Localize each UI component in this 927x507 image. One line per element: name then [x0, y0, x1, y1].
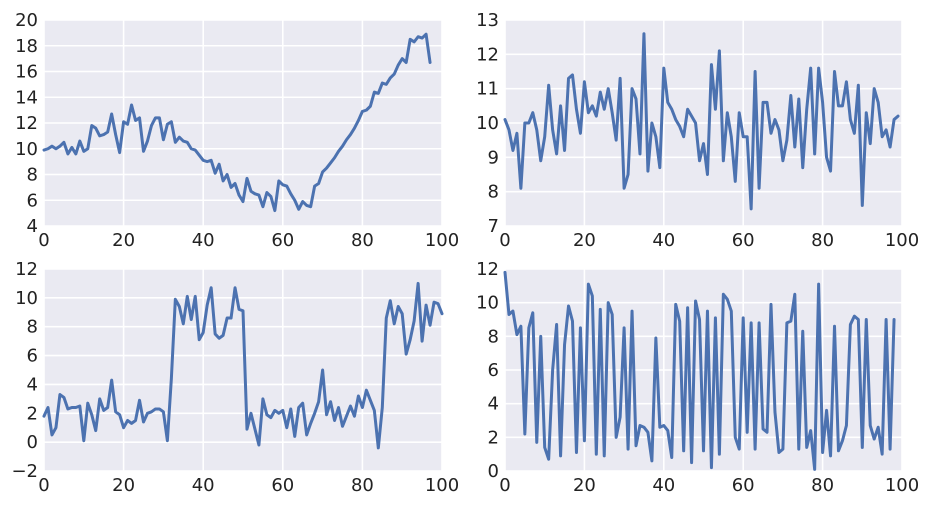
y-tick-label-bottom-left-5: 8 [27, 317, 38, 338]
x-tick-label-bottom-left-5: 100 [425, 475, 459, 496]
x-tick-label-bottom-left-1: 20 [112, 475, 135, 496]
subplot-top-right: 0 20 40 60 80 100 7 8 9 10 11 12 13 [476, 10, 919, 251]
x-tick-label-top-left-3: 60 [271, 230, 294, 251]
x-tick-label-top-left-4: 80 [351, 230, 374, 251]
y-tick-label-bottom-left-0: −2 [11, 461, 38, 482]
series-line-bottom-right-0 [503, 270, 896, 471]
y-tick-label-bottom-right-3: 6 [488, 360, 499, 381]
y-tick-label-top-right-3: 10 [476, 113, 499, 134]
y-tick-label-bottom-left-7: 12 [15, 259, 38, 280]
subplot-top-left: 0 20 40 60 80 100 4 6 8 10 12 14 16 18 20 [15, 10, 459, 251]
plot-area-bottom-left [44, 269, 442, 471]
y-tick-label-top-right-4: 11 [476, 79, 499, 100]
y-tick-label-top-left-0: 4 [27, 216, 38, 237]
y-tick-label-bottom-right-2: 4 [488, 394, 499, 415]
series-line-top-right-0 [503, 32, 900, 211]
x-tick-label-bottom-left-2: 40 [192, 475, 215, 496]
y-tick-label-top-left-7: 18 [15, 36, 38, 57]
x-tick-label-top-right-5: 100 [885, 230, 919, 251]
y-tick-label-bottom-right-1: 2 [488, 427, 499, 448]
y-tick-label-bottom-left-2: 2 [27, 403, 38, 424]
y-tick-label-bottom-right-6: 12 [476, 259, 499, 280]
x-tick-label-bottom-right-1: 20 [573, 475, 596, 496]
y-tick-label-bottom-left-3: 4 [27, 374, 38, 395]
x-tick-label-bottom-left-3: 60 [271, 475, 294, 496]
x-tick-label-top-right-2: 40 [652, 230, 675, 251]
x-tick-label-top-right-3: 60 [732, 230, 755, 251]
y-tick-label-top-left-4: 12 [15, 113, 38, 134]
x-tick-label-bottom-right-4: 80 [811, 475, 834, 496]
y-tick-label-top-left-2: 8 [27, 165, 38, 186]
x-tick-label-bottom-left-0: 0 [38, 475, 49, 496]
series-line-bottom-left-0 [42, 281, 444, 450]
y-tick-label-bottom-right-5: 10 [476, 293, 499, 314]
y-tick-label-top-left-1: 6 [27, 190, 38, 211]
x-tick-label-bottom-right-0: 0 [499, 475, 510, 496]
y-tick-label-bottom-left-6: 10 [15, 288, 38, 309]
x-tick-label-bottom-right-3: 60 [732, 475, 755, 496]
subplot-bottom-right: 0 20 40 60 80 100 0 2 4 6 8 10 12 [476, 259, 919, 496]
y-tick-label-bottom-left-4: 6 [27, 346, 38, 367]
x-tick-label-top-left-5: 100 [425, 230, 459, 251]
y-tick-label-bottom-left-1: 0 [27, 432, 38, 453]
x-tick-label-bottom-right-2: 40 [652, 475, 675, 496]
y-tick-label-top-left-5: 14 [15, 87, 38, 108]
x-tick-label-top-left-0: 0 [38, 230, 49, 251]
x-tick-label-top-left-1: 20 [112, 230, 135, 251]
y-tick-label-top-right-0: 7 [488, 216, 499, 237]
x-tick-label-bottom-left-4: 80 [351, 475, 374, 496]
y-tick-label-top-right-6: 13 [476, 10, 499, 31]
series-line-top-left-0 [42, 32, 432, 213]
x-tick-label-bottom-right-5: 100 [885, 475, 919, 496]
y-tick-label-bottom-right-0: 0 [488, 461, 499, 482]
x-tick-label-top-right-1: 20 [573, 230, 596, 251]
y-tick-label-top-right-1: 8 [488, 182, 499, 203]
y-tick-label-bottom-right-4: 8 [488, 326, 499, 347]
y-tick-label-top-right-5: 12 [476, 44, 499, 65]
x-tick-label-top-right-0: 0 [499, 230, 510, 251]
y-tick-label-top-right-2: 9 [488, 147, 499, 168]
y-tick-label-top-left-6: 16 [15, 62, 38, 83]
x-tick-label-top-right-4: 80 [811, 230, 834, 251]
y-tick-label-top-left-3: 10 [15, 139, 38, 160]
y-tick-label-top-left-8: 20 [15, 10, 38, 31]
x-tick-label-top-left-2: 40 [192, 230, 215, 251]
